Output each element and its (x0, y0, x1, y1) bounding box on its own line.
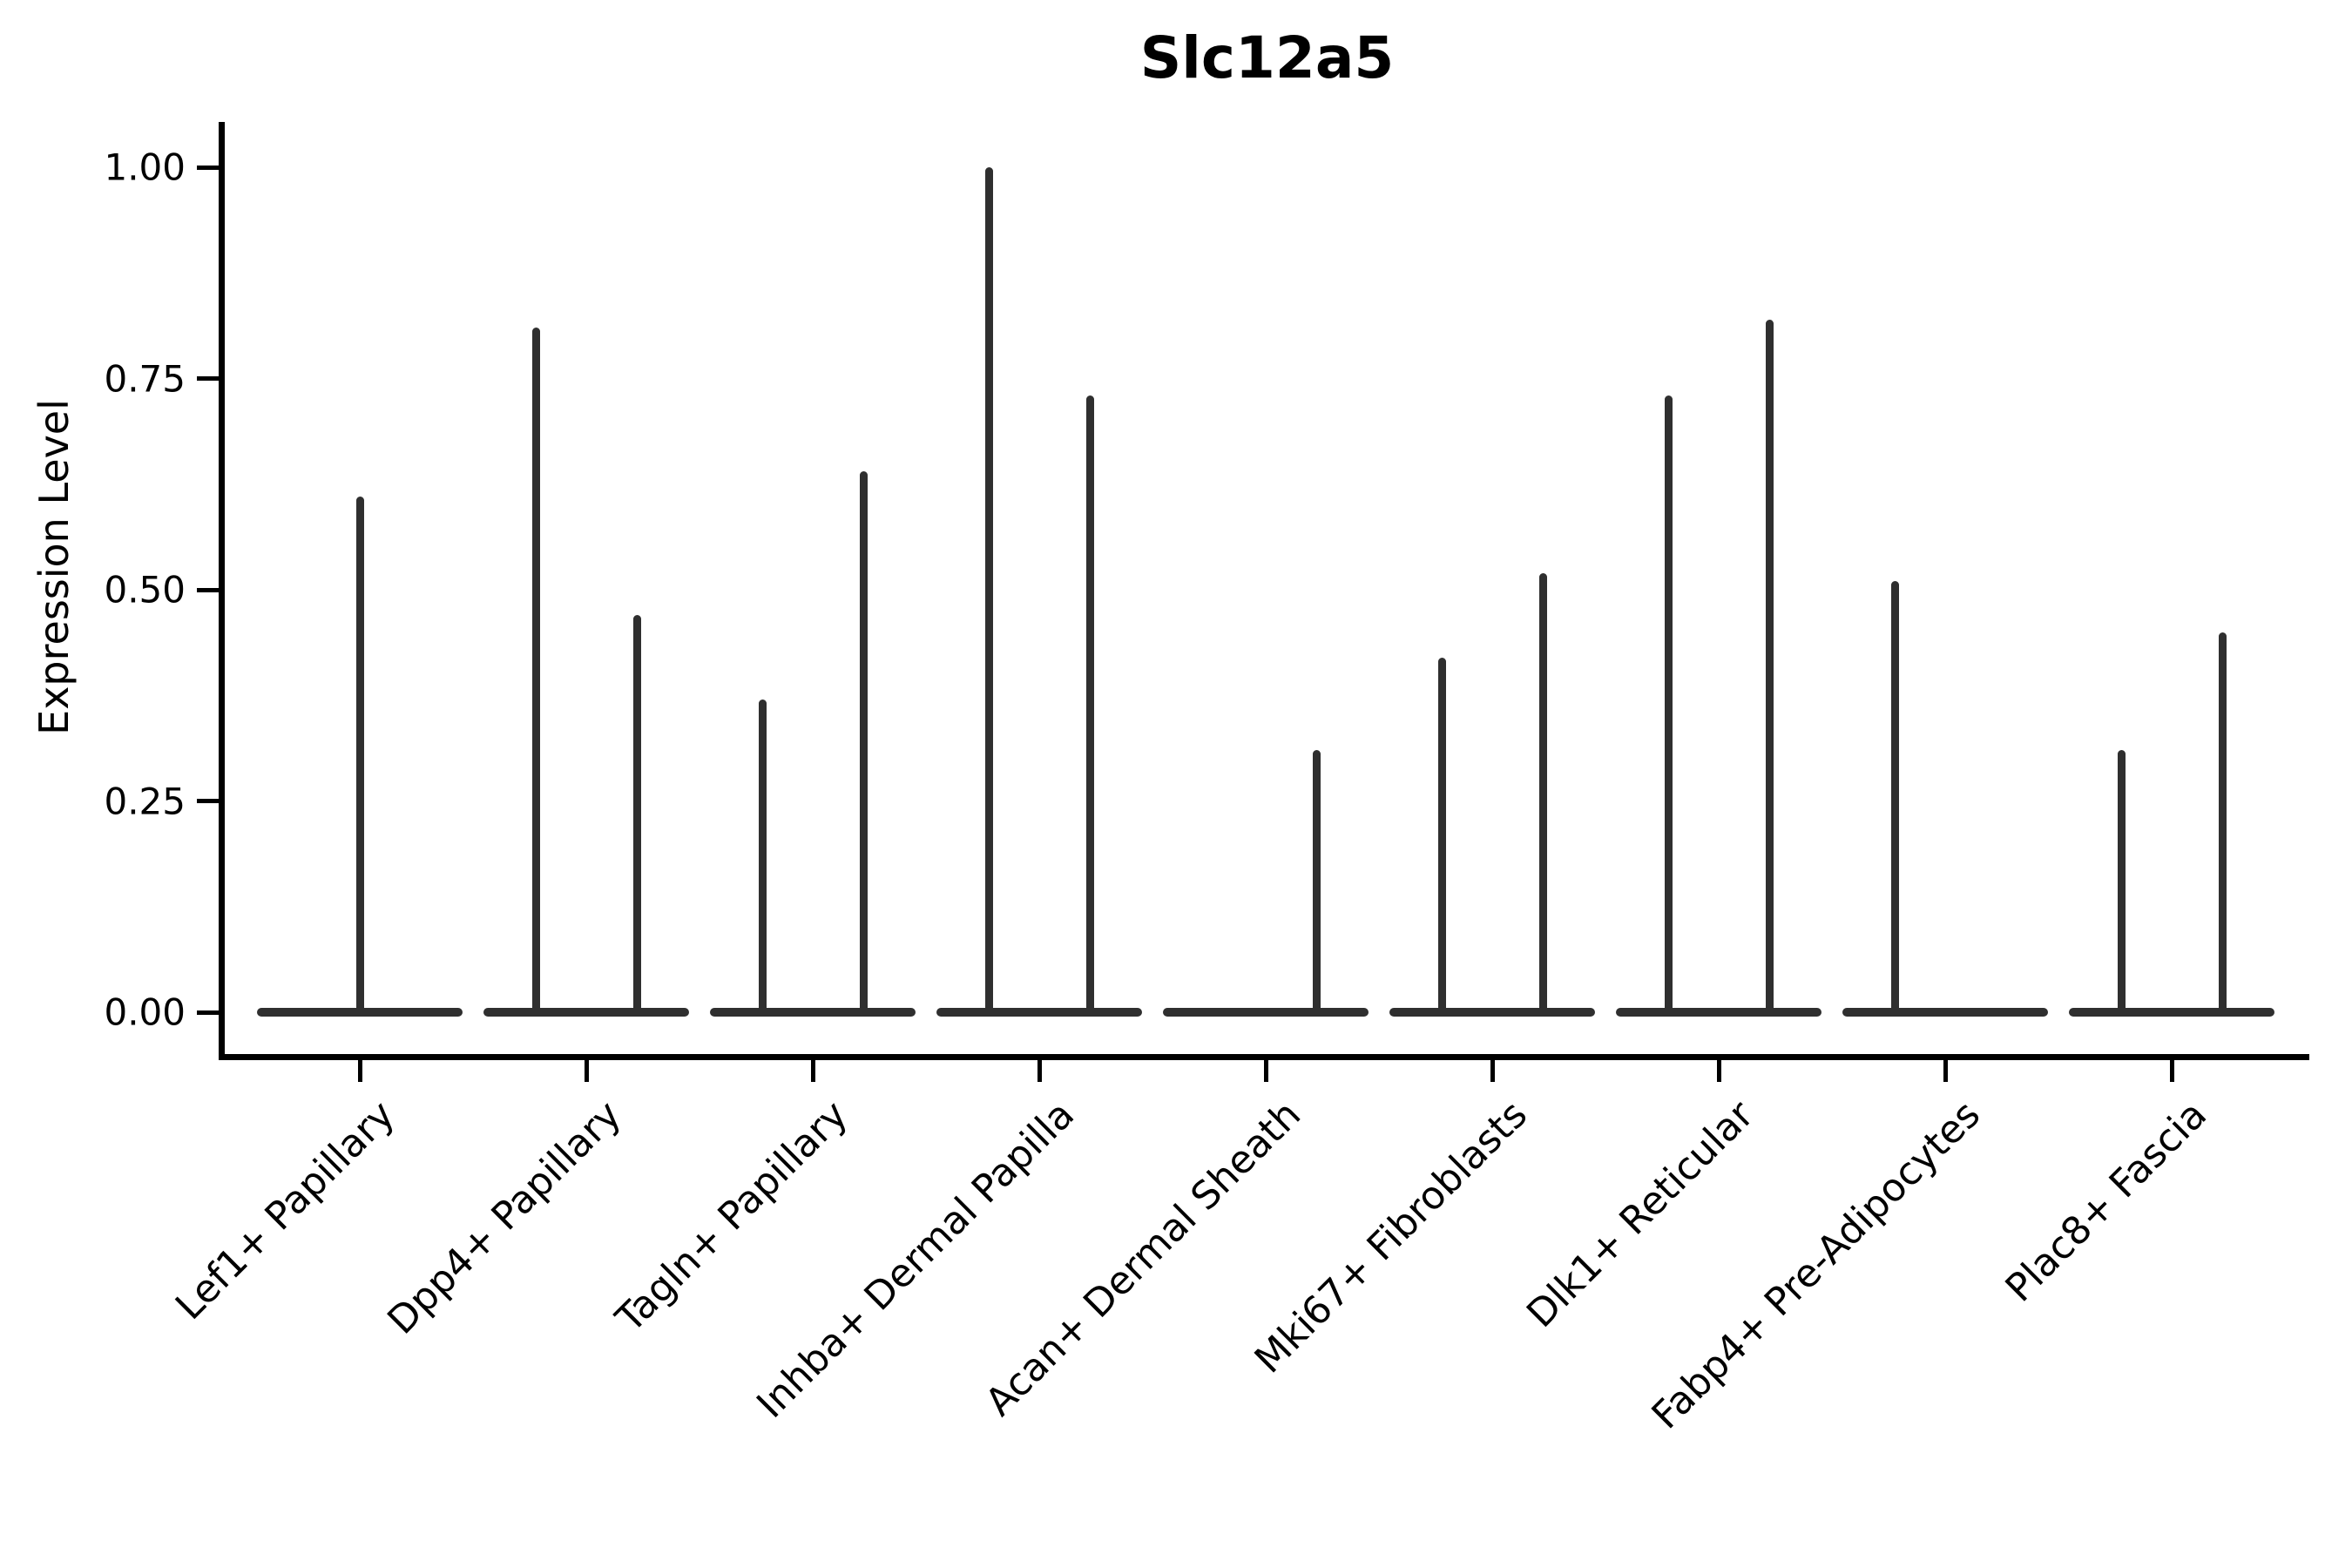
violin-spike (1312, 750, 1321, 1012)
y-tick-label: 0.75 (104, 357, 186, 400)
violin-spike (1890, 581, 1899, 1012)
violin-spike (1085, 395, 1094, 1012)
chart-title: Slc12a5 (1139, 24, 1395, 91)
violin-spike (355, 497, 364, 1012)
x-tick-mark (584, 1060, 589, 1082)
y-tick-mark (197, 376, 219, 381)
y-tick-label: 0.50 (104, 568, 186, 612)
x-tick-mark (2169, 1060, 2174, 1082)
violin-spike (531, 328, 540, 1012)
x-tick-mark (810, 1060, 815, 1082)
y-tick-label: 0.00 (104, 990, 186, 1034)
violin-spike (1664, 395, 1673, 1012)
x-tick-mark (1490, 1060, 1495, 1082)
violin-base (1842, 1008, 2048, 1017)
x-tick-mark (1943, 1060, 1948, 1082)
violin-spike (632, 615, 641, 1012)
violin-spike (984, 167, 993, 1012)
x-tick-mark (357, 1060, 362, 1082)
violin-spike (1538, 572, 1547, 1012)
violin-base (1616, 1008, 1821, 1017)
violin-base (710, 1008, 916, 1017)
violin-base (1163, 1008, 1369, 1017)
x-tick-mark (1263, 1060, 1268, 1082)
violin-spike (1437, 657, 1446, 1012)
violin-spike (859, 471, 868, 1012)
y-tick-mark (197, 799, 219, 803)
violin-spike (758, 700, 767, 1012)
y-axis-spine (219, 122, 225, 1060)
violin-base (257, 1008, 463, 1017)
x-tick-mark (1037, 1060, 1042, 1082)
x-axis-spine (219, 1054, 2309, 1060)
y-tick-label: 0.25 (104, 780, 186, 822)
violin-spike (2117, 750, 2126, 1012)
violin-base (483, 1008, 689, 1017)
violin-spike (1765, 319, 1774, 1012)
y-tick-mark (197, 165, 219, 170)
violin-base (936, 1008, 1142, 1017)
x-tick-mark (1716, 1060, 1721, 1082)
violin-base (1389, 1008, 1595, 1017)
y-tick-mark (197, 587, 219, 592)
y-tick-mark (197, 1010, 219, 1015)
y-tick-label: 1.00 (104, 145, 186, 189)
violin-base (2069, 1008, 2274, 1017)
violin-spike (2218, 632, 2227, 1012)
